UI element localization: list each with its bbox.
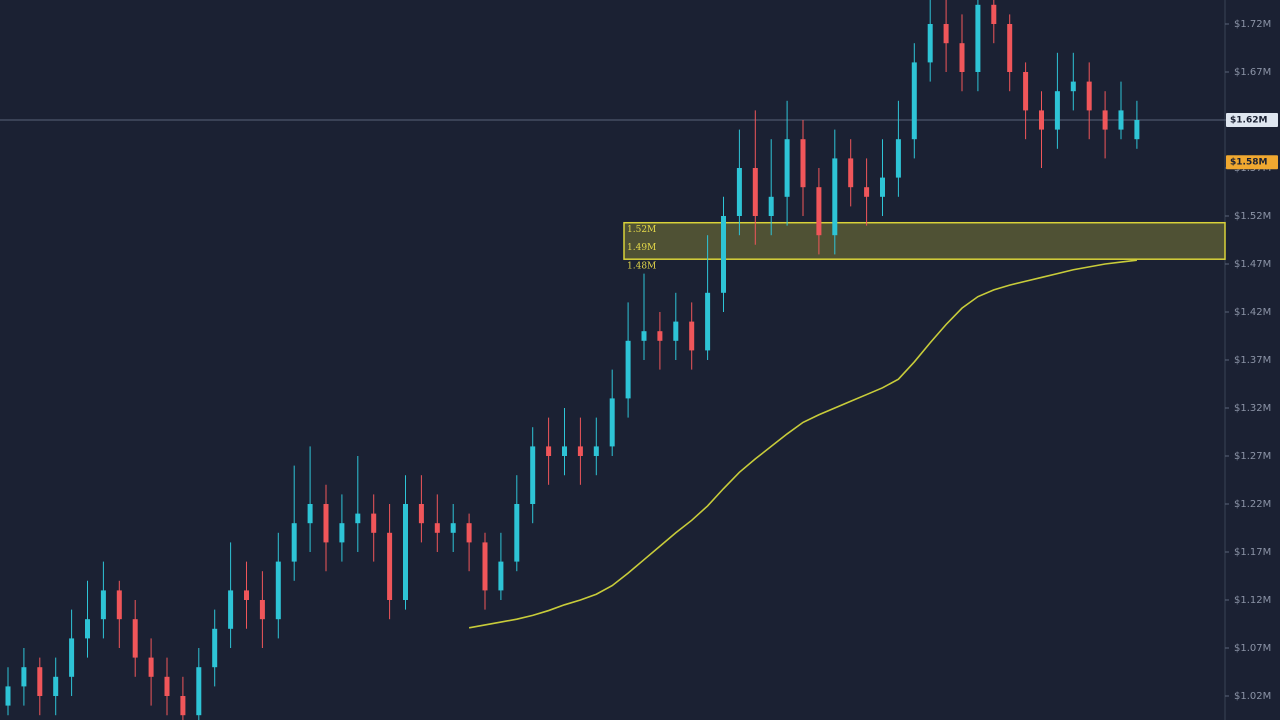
candle-body [116,590,122,620]
price-tag-label: $1.62M [1230,116,1267,126]
candle-body [1007,24,1013,72]
candle-body [69,638,75,677]
candle-body [180,696,186,716]
candle-body [434,523,440,533]
candle-body [848,158,854,188]
candle-body [577,446,583,456]
candle-body [1118,110,1124,130]
y-tick-label: $1.42M [1234,307,1271,318]
candle-body [1086,81,1092,111]
candle-body [53,676,59,696]
candle-body [943,24,949,44]
candle-body [562,446,567,456]
y-tick-label: $1.52M [1234,211,1271,222]
candle-body [975,4,981,72]
candle-body [307,504,313,524]
candle-body [959,43,965,72]
moving-average [468,259,1137,629]
candle-body [498,561,504,591]
zone-label: 1.48M [627,262,656,272]
candle-body [752,168,758,216]
candle-body [1054,91,1060,130]
y-tick-label: $1.22M [1234,499,1271,510]
y-tick-label: $1.37M [1234,355,1271,366]
candle-body [991,4,997,25]
zone-label: 1.52M [627,225,656,235]
candle-body [21,667,27,687]
y-tick-label: $1.02M [1234,691,1271,702]
candle-body [212,628,218,668]
candle-body [291,523,297,562]
candle-body [196,667,202,716]
candle-body [530,446,536,504]
y-tick-label: $1.27M [1234,451,1271,462]
candle-body [148,657,154,677]
candle-body [371,513,377,533]
price-tag-label: $1.58M [1230,158,1267,168]
candle-body [705,292,711,351]
candle-body [736,168,742,216]
candle-body [132,619,138,658]
candle-body [641,331,647,341]
candle-body [593,446,599,456]
candle-body [228,590,234,629]
candle-body [689,321,695,351]
candle-body [1134,120,1140,140]
price-tag [1226,155,1278,170]
candle-body [1070,81,1076,92]
candle-body [864,187,870,197]
y-tick-label: $1.07M [1234,643,1271,654]
candle-body [625,340,631,399]
candle-body [450,523,456,533]
candle-body [927,24,933,63]
candle-body [1023,72,1029,111]
candle-body [100,590,106,620]
candle-body [657,331,663,341]
candle-body [911,62,917,140]
candle-body [880,177,885,197]
y-tick-label: $1.17M [1234,547,1271,558]
candle-body [816,187,822,236]
y-tick-label: $1.72M [1234,19,1271,30]
candle-body [832,158,838,236]
candle-body [403,504,408,600]
candle-body [609,398,615,447]
candle-body [1039,110,1044,130]
candle-body [768,196,774,216]
candle-body [259,600,265,620]
candle-body [85,619,90,639]
candle-body [323,504,329,543]
y-tick-label: $1.32M [1234,403,1271,414]
candle-body [784,139,790,197]
candle-body [244,590,249,600]
candle-body [355,513,361,524]
candle-body [418,504,424,524]
candle-body [37,667,43,696]
zone-label: 1.49M [627,243,656,253]
candle-body [164,676,170,696]
y-tick-label: $1.12M [1234,595,1271,606]
candle-body [275,561,281,620]
candle-body [5,686,11,706]
candle-body [482,542,488,591]
candle-body [721,216,726,293]
candle-body [339,523,345,543]
candle-body [895,139,901,178]
candle-body [466,523,472,543]
y-tick-label: $1.67M [1234,67,1271,78]
zone [623,221,1226,260]
candle-body [387,532,393,600]
candle-body [673,321,679,341]
candle-body [546,446,552,456]
candle-body [800,139,806,188]
price-tag [1226,113,1278,127]
candle-body [514,504,520,562]
candle-body [1102,110,1108,130]
y-tick-label: $1.47M [1234,259,1271,270]
